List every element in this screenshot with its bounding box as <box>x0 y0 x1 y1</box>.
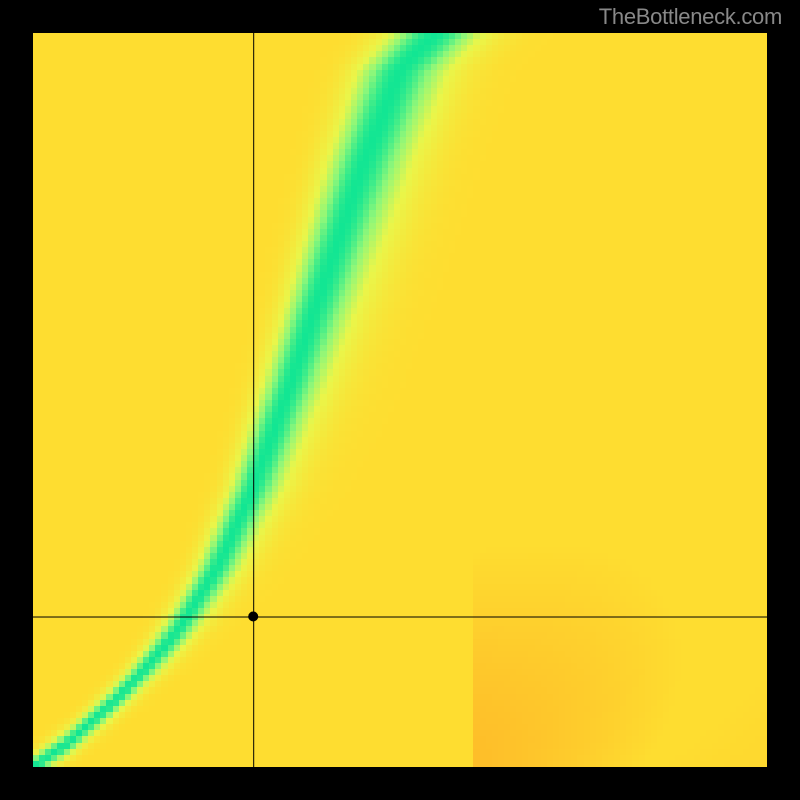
chart-container: TheBottleneck.com <box>0 0 800 800</box>
heatmap-canvas <box>33 33 767 767</box>
watermark-text: TheBottleneck.com <box>599 4 782 30</box>
heatmap-plot <box>33 33 767 767</box>
